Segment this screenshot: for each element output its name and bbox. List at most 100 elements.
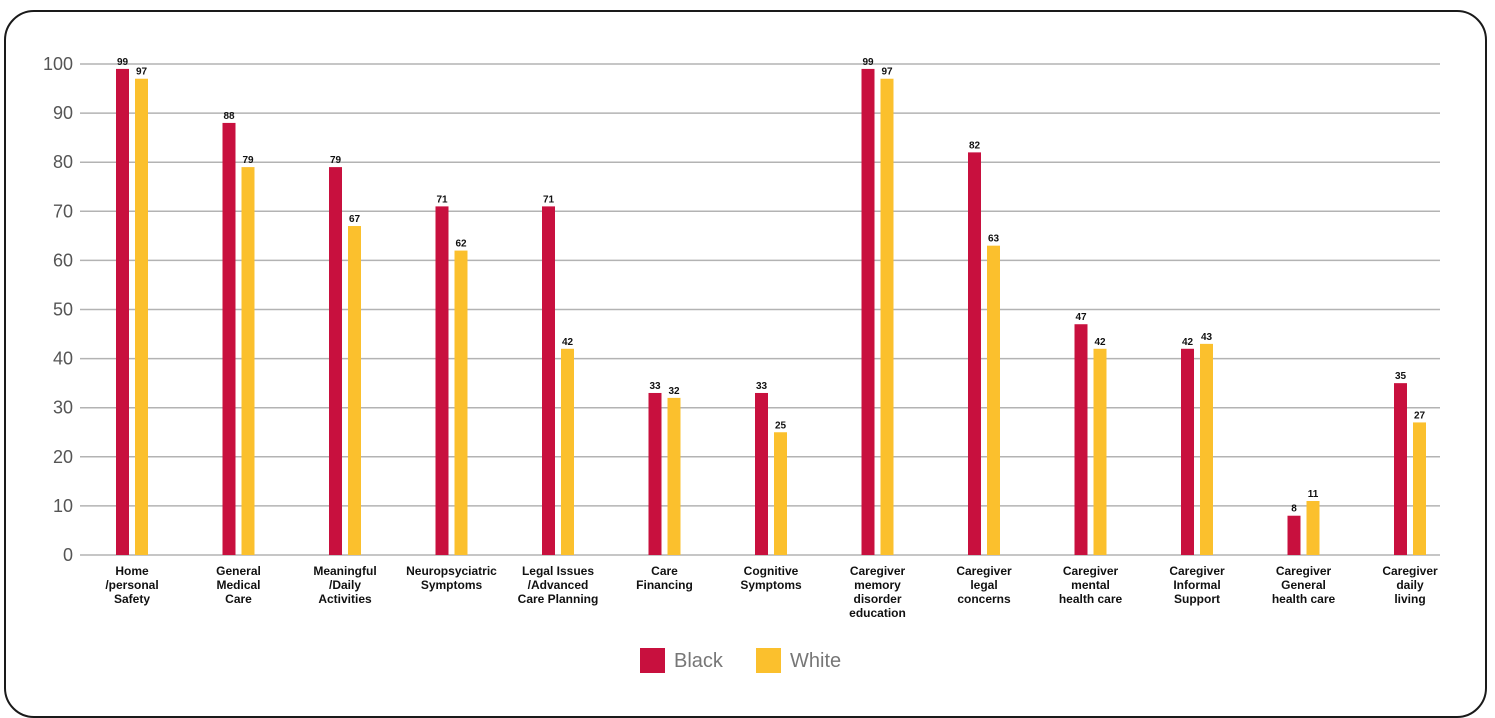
data-label-white: 25 — [775, 420, 787, 431]
data-label-white: 67 — [349, 214, 361, 225]
y-tick-label: 80 — [53, 152, 73, 172]
x-tick-label-line: Activities — [318, 592, 372, 606]
x-tick-label-line: Financing — [636, 578, 693, 592]
x-tick-label: Caregiver daily living — [1382, 564, 1438, 606]
bar-black — [861, 68, 875, 555]
bar-white — [667, 397, 681, 555]
data-label-white: 62 — [455, 239, 467, 250]
bar-black — [116, 68, 129, 555]
bar-black — [1394, 383, 1407, 555]
bar-white — [135, 78, 148, 555]
data-label-white: 97 — [136, 67, 148, 78]
x-tick-label-line: /Advanced — [528, 578, 589, 592]
x-tick-label-line: Care — [651, 564, 678, 578]
data-label-white: 11 — [1308, 489, 1319, 500]
x-tick-label-line: memory — [854, 578, 901, 592]
x-tick-label-line: General — [1281, 578, 1326, 592]
y-tick-label: 40 — [53, 349, 73, 369]
bar-white — [454, 250, 468, 555]
data-label-black: 35 — [1395, 371, 1407, 382]
x-tick-label: Care Financing — [636, 564, 693, 592]
bar-white — [348, 226, 361, 555]
data-label-black: 71 — [436, 194, 448, 205]
y-tick-label: 60 — [53, 250, 73, 270]
legend-swatch-black — [640, 648, 665, 673]
x-tick-label-line: health care — [1059, 592, 1123, 606]
data-label-black: 71 — [543, 194, 555, 205]
bar-black — [1074, 324, 1088, 555]
data-label-black: 33 — [756, 381, 768, 392]
x-tick-label: Caregiver memory disorder education — [849, 564, 906, 620]
bar-black — [329, 167, 342, 556]
data-label-black: 99 — [117, 57, 129, 68]
legend-swatch-white — [756, 648, 781, 673]
y-tick-label: 50 — [53, 300, 73, 320]
x-tick-label: Neuropsyciatric Symptoms — [406, 564, 497, 592]
bar-black — [648, 392, 662, 555]
x-tick-label-line: Care Planning — [518, 592, 599, 606]
x-tick-label-line: Caregiver — [956, 564, 1012, 578]
x-tick-label-line: Cognitive — [744, 564, 799, 578]
data-label-white: 27 — [1414, 410, 1426, 421]
x-tick-label-line: concerns — [957, 592, 1011, 606]
x-tick-label: Home/personal Safety — [105, 564, 158, 606]
bar-white — [1200, 343, 1213, 555]
x-tick-label-line: Care — [225, 592, 252, 606]
bar-white — [987, 245, 1000, 556]
x-tick-label-line: Caregiver — [850, 564, 906, 578]
x-tick-label-line: Caregiver — [1169, 564, 1225, 578]
x-tick-label-line: living — [1394, 592, 1425, 606]
x-tick-label-line: Informal — [1173, 578, 1220, 592]
data-label-black: 79 — [330, 155, 342, 166]
y-tick-label: 30 — [53, 398, 73, 418]
data-label-white: 42 — [562, 337, 574, 348]
x-tick-label-line: Support — [1174, 592, 1220, 606]
x-tick-label: Legal Issues/Advanced Care Planning — [518, 564, 599, 606]
bar-black — [435, 206, 449, 555]
x-tick-label-line: mental — [1071, 578, 1110, 592]
x-tick-label: Cognitive Symptoms — [740, 564, 802, 592]
data-label-black: 8 — [1291, 504, 1297, 515]
bar-white — [241, 167, 255, 556]
x-tick-label: Caregiver legal concerns — [956, 564, 1012, 606]
data-label-black: 33 — [649, 381, 661, 392]
y-tick-label: 20 — [53, 447, 73, 467]
y-tick-label: 70 — [53, 201, 73, 221]
x-tick-label: Meaningful/Daily Activities — [313, 564, 376, 606]
data-label-white: 32 — [668, 386, 680, 397]
x-tick-label-line: health care — [1272, 592, 1336, 606]
x-tick-label-line: Caregiver — [1382, 564, 1438, 578]
data-label-black: 42 — [1182, 337, 1194, 348]
x-tick-label: Caregiver mental health care — [1059, 564, 1123, 606]
data-label-black: 82 — [969, 140, 981, 151]
bar-black — [755, 392, 768, 555]
x-tick-label-line: Symptoms — [421, 578, 483, 592]
x-tick-label-line: Safety — [114, 592, 150, 606]
x-tick-label-line: /Daily — [329, 578, 361, 592]
bar-white — [774, 432, 787, 555]
x-tick-label-line: Neuropsyciatric — [406, 564, 497, 578]
x-tick-label-line: disorder — [853, 592, 901, 606]
bar-black — [542, 206, 555, 555]
bar-black — [968, 152, 981, 555]
x-tick-label-line: Caregiver — [1063, 564, 1119, 578]
bar-white — [1413, 422, 1426, 555]
data-label-white: 42 — [1094, 337, 1106, 348]
x-tick-label-line: education — [849, 606, 906, 620]
data-label-black: 99 — [862, 57, 874, 68]
legend-label-black: Black — [674, 650, 724, 672]
x-tick-label-line: /personal — [105, 578, 158, 592]
y-tick-label: 90 — [53, 103, 73, 123]
x-tick-label-line: daily — [1396, 578, 1424, 592]
x-tick-label-line: Medical — [216, 578, 260, 592]
x-tick-label-line: Home — [115, 564, 149, 578]
data-label-white: 79 — [242, 155, 254, 166]
x-tick-label-line: Meaningful — [313, 564, 376, 578]
data-label-white: 43 — [1201, 332, 1213, 343]
bar-white — [1093, 348, 1107, 555]
bar-white — [880, 78, 894, 555]
y-tick-label: 0 — [63, 545, 73, 565]
bar-black — [222, 122, 236, 556]
bar-white — [1306, 500, 1320, 555]
